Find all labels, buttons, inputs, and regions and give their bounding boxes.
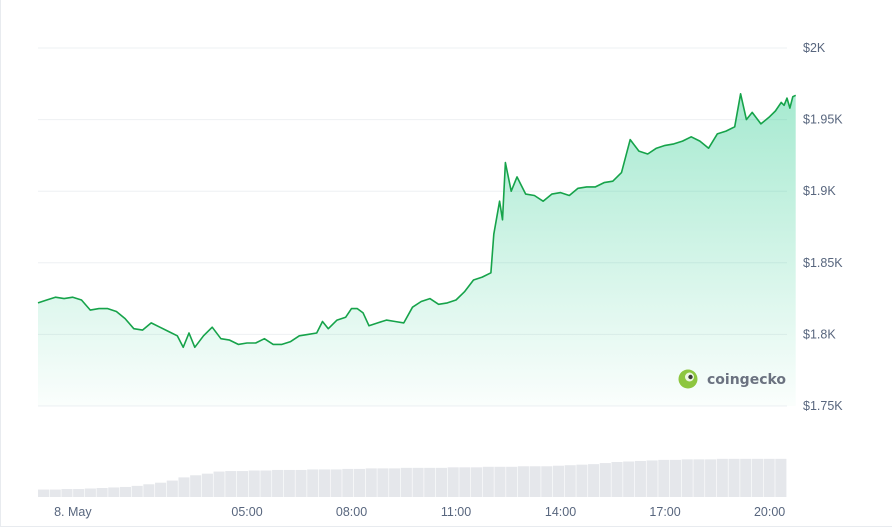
price-line <box>37 93 797 349</box>
y-tick-label: $1.95K <box>803 113 843 127</box>
volume-bar <box>705 459 717 497</box>
volume-bar <box>119 486 132 497</box>
volume-bar <box>623 461 635 497</box>
volume-bar <box>611 462 623 497</box>
volume-bar <box>529 466 541 497</box>
volume-bar <box>389 468 401 497</box>
y-tick-label: $2K <box>803 41 826 55</box>
volume-bar <box>166 480 178 497</box>
volume-bar <box>541 466 553 497</box>
volume-bar <box>728 458 740 497</box>
volume-bar <box>693 459 705 497</box>
volume-bar <box>155 482 167 497</box>
volume-bar <box>669 459 682 497</box>
volume-bar <box>412 467 424 497</box>
volume-bar <box>471 467 483 497</box>
y-tick-label: $1.9K <box>803 184 836 198</box>
volume-bar <box>236 471 249 497</box>
volume-bar <box>576 464 588 497</box>
volume-bar <box>353 468 366 497</box>
volume-bar <box>213 471 225 497</box>
x-tick-label: 05:00 <box>231 505 262 519</box>
volume-bar <box>599 463 611 497</box>
volume-bar <box>424 467 436 497</box>
volume-bar <box>330 469 342 497</box>
x-tick-label: 17:00 <box>649 505 680 519</box>
volume-bar <box>49 489 61 497</box>
volume-bar <box>377 468 389 497</box>
y-tick-label: $1.85K <box>803 256 843 270</box>
volume-bar <box>588 464 600 497</box>
volume-bar <box>459 467 471 497</box>
volume-bar <box>61 489 73 497</box>
volume-bar <box>225 471 237 497</box>
volume-bar <box>178 477 190 497</box>
volume-bar <box>400 467 412 497</box>
volume-bar <box>295 469 307 497</box>
x-tick-label: 11:00 <box>441 505 471 519</box>
volume-bar <box>634 460 646 497</box>
x-tick-label: 08:00 <box>336 505 367 519</box>
volume-bar <box>190 475 202 497</box>
volume-bar <box>318 469 330 497</box>
volume-bar <box>716 458 728 497</box>
volume-bar <box>751 458 763 497</box>
volume-bar <box>272 469 284 497</box>
volume-bar <box>740 458 752 497</box>
volume-bar <box>517 466 529 497</box>
volume-bar <box>108 487 120 497</box>
volume-bar <box>131 485 143 497</box>
volume-bar <box>447 467 459 497</box>
volume-bar <box>763 458 775 497</box>
volume-bar <box>681 459 693 497</box>
volume-bar <box>435 467 448 497</box>
volume-bar <box>201 473 213 497</box>
x-tick-label: 14:00 <box>545 505 576 519</box>
volume-bar <box>775 458 787 497</box>
volume-bar <box>342 468 354 497</box>
volume-bar <box>506 466 518 497</box>
y-tick-label: $1.8K <box>803 327 836 341</box>
volume-bar <box>73 489 85 497</box>
volume-bar <box>283 469 295 497</box>
x-tick-label: 20:00 <box>754 505 785 519</box>
volume-bar <box>482 466 494 497</box>
volume-bar <box>658 459 670 497</box>
volume-bar <box>494 466 506 497</box>
coingecko-wordmark: coingecko <box>707 372 786 388</box>
volume-bar <box>365 468 377 497</box>
volume-bar <box>143 484 155 497</box>
volume-bar <box>564 465 576 497</box>
volume-bar <box>248 470 260 497</box>
volume-bar <box>307 469 319 497</box>
volume-bar <box>38 489 50 497</box>
volume-bar <box>96 487 108 497</box>
y-tick-label: $1.75K <box>803 399 843 413</box>
volume-bar <box>260 470 272 497</box>
x-tick-label: 8. May <box>54 505 92 519</box>
volume-bar <box>646 460 658 497</box>
logo-pupil-icon <box>688 374 693 380</box>
volume-bar <box>552 465 565 497</box>
price-area-fill <box>38 93 796 407</box>
volume-bar <box>84 488 96 497</box>
